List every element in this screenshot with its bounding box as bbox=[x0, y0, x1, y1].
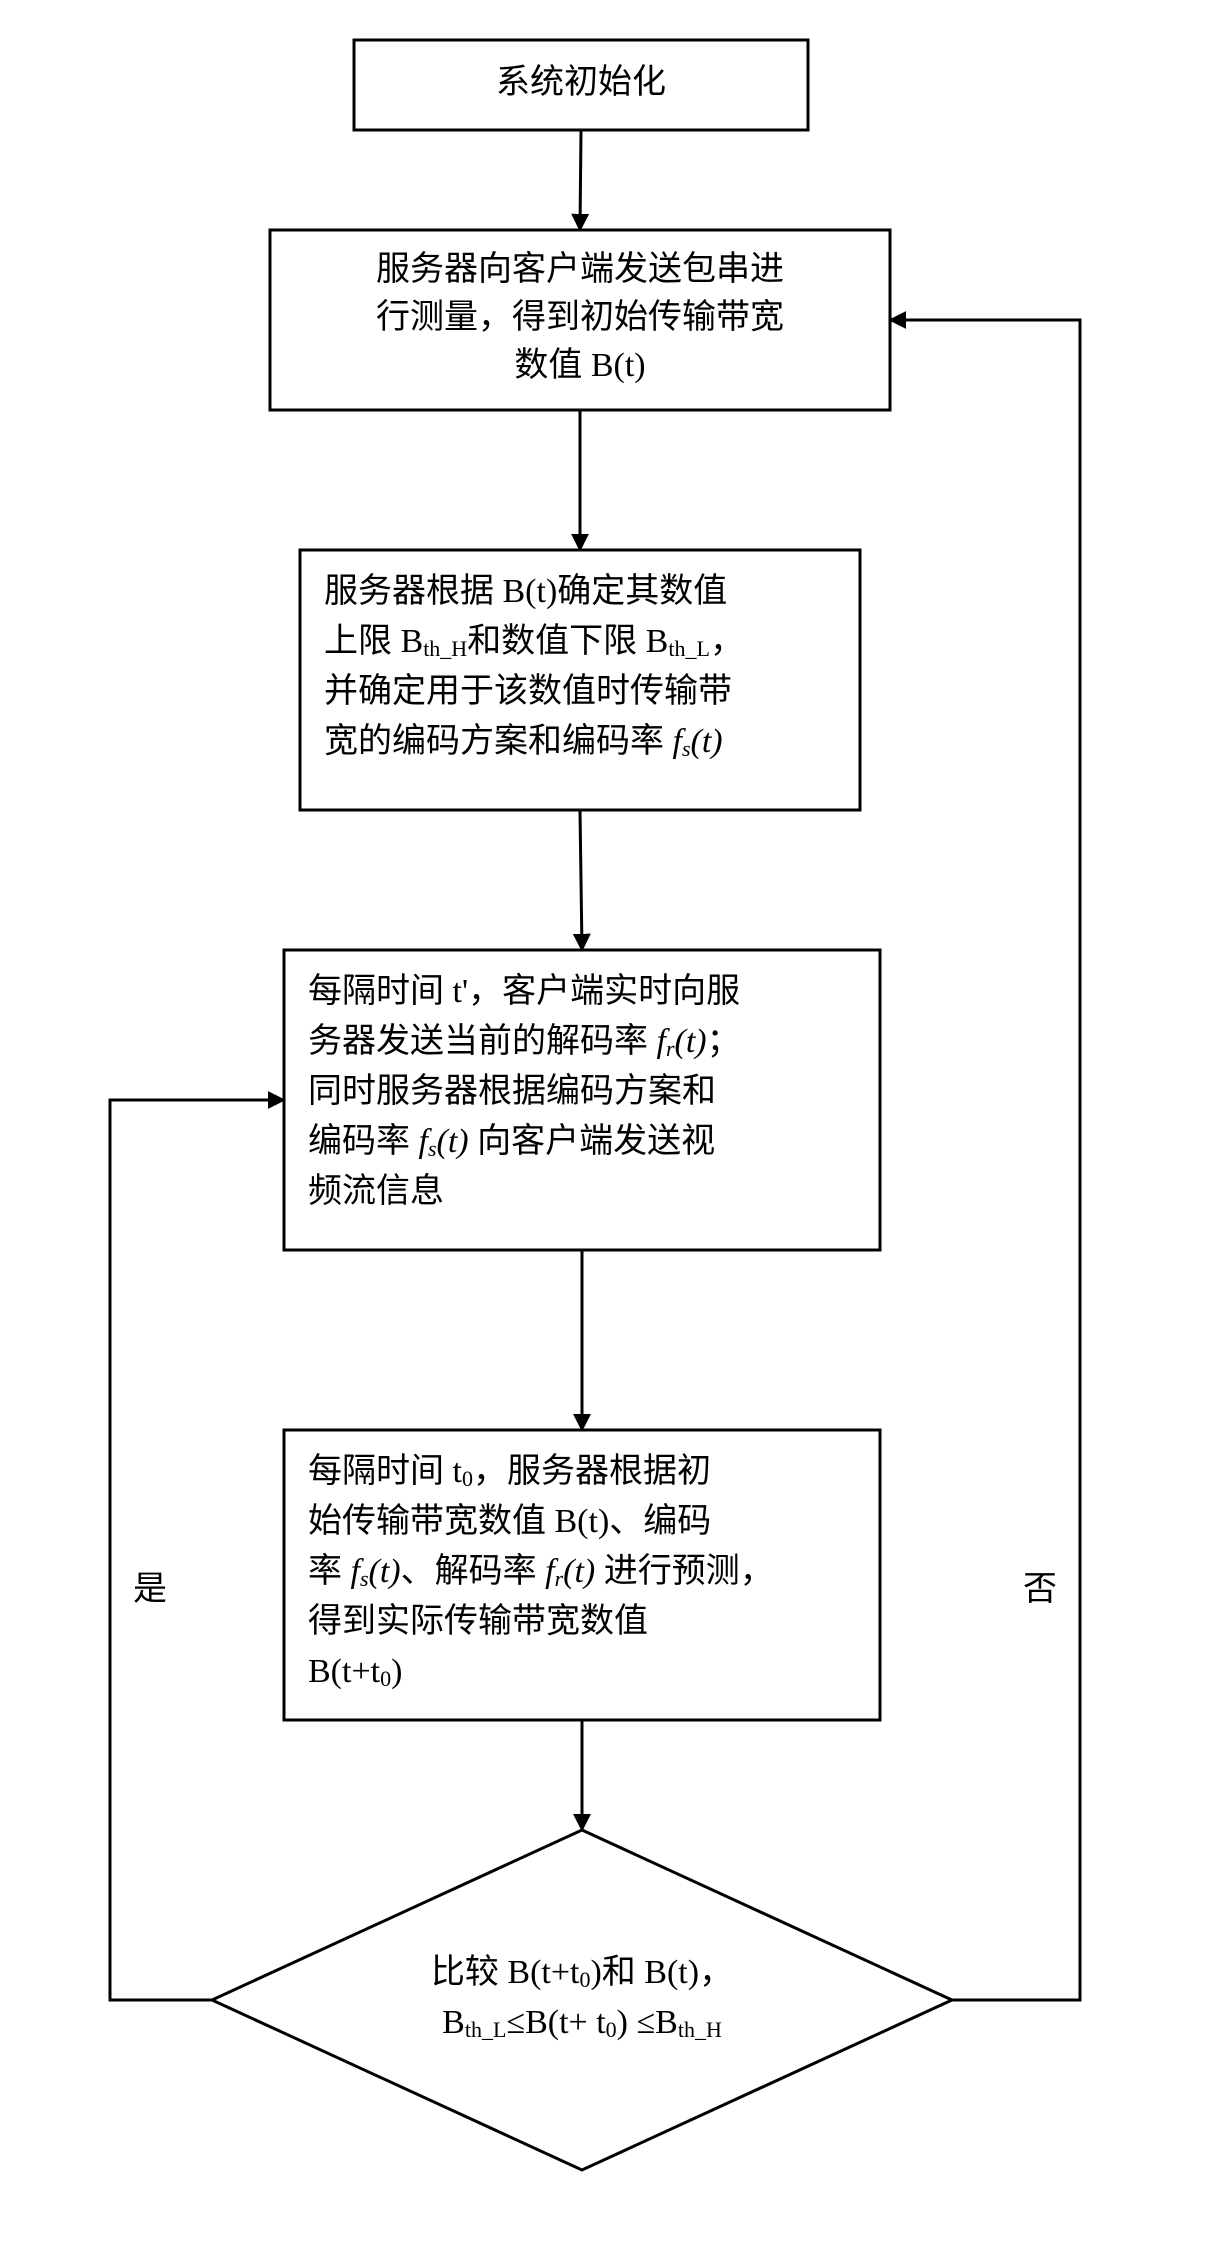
svg-text:务器发送当前的解码率 fr(t)；: 务器发送当前的解码率 fr(t)； bbox=[308, 1022, 741, 1061]
svg-text:上限 Bth_H和数值下限 Bth_L，: 上限 Bth_H和数值下限 Bth_L， bbox=[324, 622, 744, 661]
flowchart-diagram: 系统初始化服务器向客户端发送包串进行测量，得到初始传输带宽数值 B(t) 服务器根… bbox=[0, 0, 1228, 2254]
svg-text:始传输带宽数值 B(t)、编码: 始传输带宽数值 B(t)、编码 bbox=[308, 1502, 711, 1540]
svg-text:服务器向客户端发送包串进: 服务器向客户端发送包串进 bbox=[376, 250, 784, 288]
svg-text:频流信息: 频流信息 bbox=[308, 1172, 444, 1210]
node-n2: 服务器向客户端发送包串进行测量，得到初始传输带宽数值 B(t) bbox=[270, 230, 890, 410]
svg-text:每隔时间 t'，客户端实时向服: 每隔时间 t'，客户端实时向服 bbox=[308, 972, 740, 1010]
svg-text:同时服务器根据编码方案和: 同时服务器根据编码方案和 bbox=[308, 1072, 716, 1110]
svg-text:数值 B(t): 数值 B(t) bbox=[514, 346, 645, 384]
edge-n3-n4 bbox=[580, 810, 582, 950]
node-n4: 每隔时间 t'，客户端实时向服务器发送当前的解码率 fr(t)； 同时服务器根据编… bbox=[284, 950, 880, 1250]
edge-n1-n2 bbox=[580, 130, 581, 230]
svg-text:宽的编码方案和编码率 fs(t): 宽的编码方案和编码率 fs(t) bbox=[324, 722, 723, 761]
svg-text:Bth_L≤B(t+ t0) ≤Bth_H: Bth_L≤B(t+ t0) ≤Bth_H bbox=[442, 2004, 722, 2042]
svg-text:率 fs(t)、解码率 fr(t) 进行预测，: 率 fs(t)、解码率 fr(t) 进行预测， bbox=[308, 1552, 774, 1591]
edge-label: 否 bbox=[1023, 1571, 1057, 1608]
node-n1: 系统初始化 bbox=[354, 40, 808, 130]
node-n3: 服务器根据 B(t)确定其数值上限 Bth_H和数值下限 Bth_L， 并确定用于… bbox=[300, 550, 860, 810]
svg-text:行测量，得到初始传输带宽: 行测量，得到初始传输带宽 bbox=[376, 298, 784, 336]
node-n5: 每隔时间 t0，服务器根据初始传输带宽数值 B(t)、编码率 fs(t)、解码率… bbox=[284, 1430, 880, 1720]
edge-n6-n2: 否 bbox=[890, 320, 1080, 2000]
svg-text:得到实际传输带宽数值: 得到实际传输带宽数值 bbox=[308, 1602, 648, 1640]
svg-text:比较 B(t+t0)和 B(t)，: 比较 B(t+t0)和 B(t)， bbox=[431, 1953, 733, 1992]
svg-text:编码率 fs(t) 向客户端发送视: 编码率 fs(t) 向客户端发送视 bbox=[308, 1122, 715, 1161]
node-n6: 比较 B(t+t0)和 B(t)， Bth_L≤B(t+ t0) ≤Bth_H bbox=[212, 1830, 952, 2170]
svg-text:并确定用于该数值时传输带: 并确定用于该数值时传输带 bbox=[324, 672, 732, 710]
edge-label: 是 bbox=[133, 1571, 167, 1608]
edge-n6-n4: 是 bbox=[110, 1100, 284, 2000]
svg-text:B(t+t0): B(t+t0) bbox=[308, 1653, 402, 1691]
svg-text:服务器根据 B(t)确定其数值: 服务器根据 B(t)确定其数值 bbox=[324, 572, 727, 610]
svg-text:系统初始化: 系统初始化 bbox=[496, 63, 666, 101]
svg-text:每隔时间 t0，服务器根据初: 每隔时间 t0，服务器根据初 bbox=[308, 1452, 711, 1491]
